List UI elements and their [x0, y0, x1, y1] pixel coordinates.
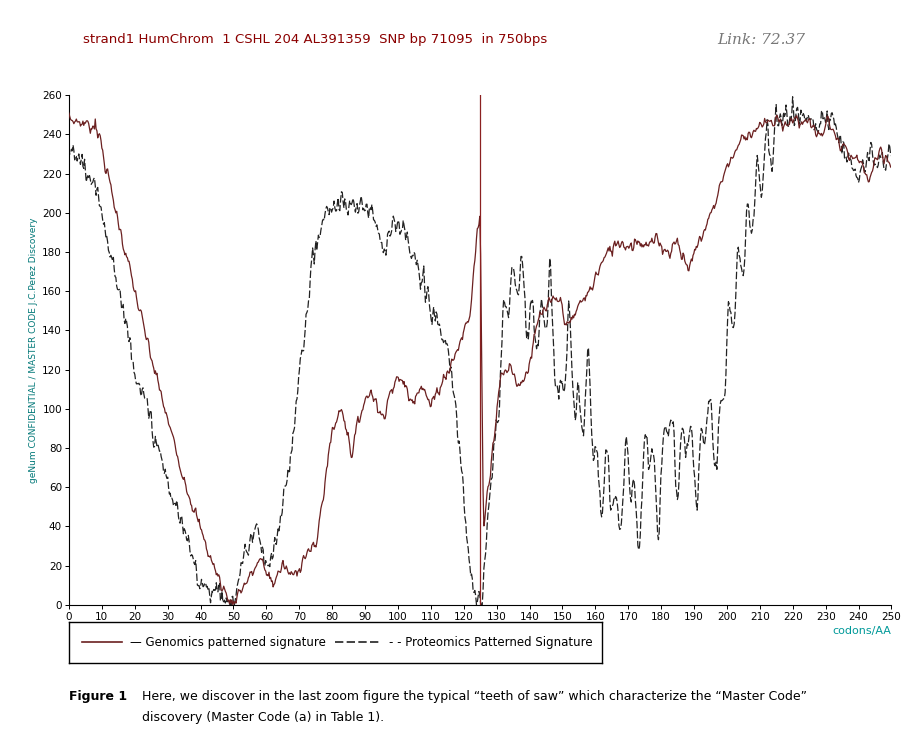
Text: discovery (Master Code (a) in Table 1).: discovery (Master Code (a) in Table 1).	[142, 711, 384, 724]
Text: Figure 1: Figure 1	[69, 690, 127, 704]
Text: — Genomics patterned signature: — Genomics patterned signature	[130, 636, 326, 649]
X-axis label: codons/AA: codons/AA	[833, 626, 891, 636]
Text: strand1 HumChrom  1 CSHL 204 AL391359  SNP bp 71095  in 750bps: strand1 HumChrom 1 CSHL 204 AL391359 SNP…	[83, 33, 547, 46]
Text: - - Proteomics Patterned Signature: - - Proteomics Patterned Signature	[389, 636, 593, 649]
Text: Link: 72.37: Link: 72.37	[717, 33, 805, 47]
Y-axis label: geNum CONFIDENTIAL / MASTER CODE J.C.Perez Discovery: geNum CONFIDENTIAL / MASTER CODE J.C.Per…	[29, 217, 38, 483]
Text: Here, we discover in the last zoom figure the typical “teeth of saw” which chara: Here, we discover in the last zoom figur…	[142, 690, 808, 704]
